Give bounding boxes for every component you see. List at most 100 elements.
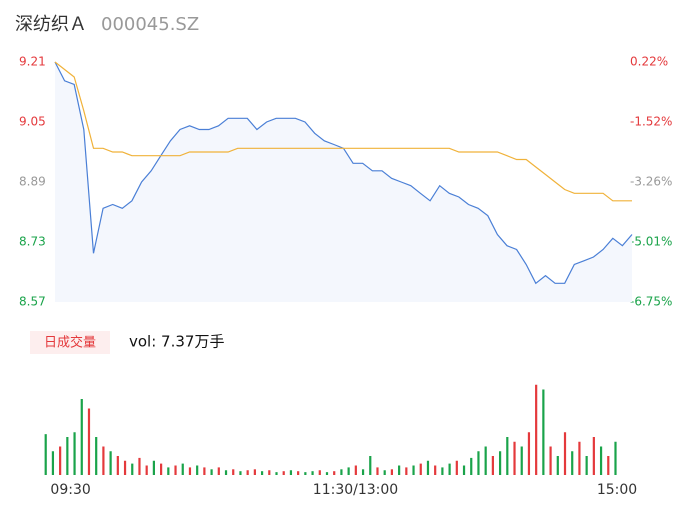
volume-bar bbox=[484, 446, 487, 475]
volume-bar bbox=[325, 472, 329, 475]
volume-bar bbox=[116, 456, 119, 475]
volume-bar bbox=[253, 469, 256, 475]
volume-bar bbox=[102, 446, 105, 475]
volume-bar bbox=[556, 456, 559, 475]
y-tick-label: 9.05 bbox=[19, 115, 46, 129]
volume-bar bbox=[513, 441, 516, 475]
y2-tick-label: -3.26% bbox=[630, 174, 672, 188]
volume-bar bbox=[203, 467, 206, 475]
volume-bar bbox=[542, 389, 545, 475]
volume-bar bbox=[138, 457, 141, 475]
price-area bbox=[55, 62, 632, 302]
volume-bar bbox=[51, 451, 55, 475]
x-tick-label: 15:00 bbox=[597, 482, 637, 498]
stock-name: 深纺织Ａ bbox=[15, 14, 87, 35]
volume-bar bbox=[455, 460, 458, 475]
volume-bar bbox=[599, 446, 603, 475]
label-box bbox=[30, 331, 110, 354]
y-tick-label: 9.21 bbox=[19, 55, 46, 69]
volume-bar bbox=[44, 434, 47, 475]
volume-bar bbox=[398, 465, 401, 475]
y2-tick-label: -6.75% bbox=[630, 295, 672, 309]
volume-bar bbox=[520, 446, 523, 475]
volume-bar bbox=[123, 460, 127, 475]
volume-bar bbox=[585, 456, 588, 475]
volume-bar bbox=[268, 470, 271, 475]
line bbox=[54, 61, 632, 202]
volume-label: 日成交量 bbox=[44, 335, 96, 351]
volume-bar bbox=[152, 460, 155, 475]
volume-bar bbox=[181, 463, 184, 475]
volume-bar bbox=[614, 441, 617, 475]
volume-bar bbox=[412, 465, 415, 475]
y-tick-label: 8.89 bbox=[19, 175, 46, 189]
volume-bar bbox=[275, 472, 278, 475]
volume-bar bbox=[434, 465, 437, 475]
stock-code: 000045.SZ bbox=[101, 14, 199, 35]
volume-bar bbox=[383, 470, 386, 475]
y2-tick-label: 0.22% bbox=[630, 55, 668, 69]
volume-bar bbox=[340, 469, 343, 475]
volume-bar bbox=[232, 469, 235, 475]
volume-bar bbox=[80, 399, 83, 475]
volume-bar bbox=[311, 471, 314, 475]
volume-bar bbox=[282, 471, 285, 475]
volume-bar bbox=[239, 471, 242, 475]
volume-bar bbox=[188, 467, 192, 475]
x-tick-label: 11:30/13:00 bbox=[313, 482, 398, 498]
volume-bar bbox=[217, 467, 220, 475]
volume-bar bbox=[224, 470, 228, 475]
volume-bar bbox=[390, 469, 394, 475]
volume-bar bbox=[470, 457, 473, 475]
volume-bar bbox=[318, 470, 321, 475]
y-tick-label: 8.57 bbox=[19, 295, 46, 309]
volume-bar bbox=[361, 469, 365, 475]
y-tick-label: 8.73 bbox=[19, 235, 46, 249]
volume-bar bbox=[59, 446, 62, 475]
volume-bar bbox=[426, 460, 430, 475]
volume-bar bbox=[95, 437, 98, 475]
volume-bar bbox=[592, 437, 595, 475]
volume-bar bbox=[419, 463, 422, 475]
volume-bar bbox=[196, 465, 199, 475]
volume-bar bbox=[297, 471, 300, 475]
volume-bar bbox=[462, 465, 466, 475]
volume-bar bbox=[304, 472, 307, 475]
volume-bar bbox=[289, 470, 293, 475]
volume-bar bbox=[498, 451, 502, 475]
volume-bar bbox=[131, 463, 134, 475]
volume-bar bbox=[160, 463, 163, 475]
volume-bar bbox=[260, 471, 264, 475]
volume-bar bbox=[527, 432, 531, 475]
volume-bar bbox=[73, 432, 76, 475]
volume-bar bbox=[448, 463, 451, 475]
volume-bar bbox=[549, 446, 552, 475]
volume-bar bbox=[109, 451, 112, 475]
volume-bar bbox=[174, 465, 177, 475]
x-tick-label: 09:30 bbox=[50, 482, 90, 498]
volume-bar bbox=[506, 437, 509, 475]
volume-bar bbox=[87, 408, 91, 475]
volume-bar bbox=[578, 441, 581, 475]
volume-bar bbox=[607, 456, 610, 475]
volume-bar bbox=[369, 456, 372, 475]
volume-bar bbox=[405, 467, 408, 475]
volume-bar bbox=[376, 467, 379, 475]
volume-bar bbox=[333, 471, 336, 475]
volume-bar bbox=[535, 384, 538, 475]
volume-bar bbox=[441, 467, 444, 475]
volume-bar bbox=[354, 465, 357, 475]
volume-bar bbox=[571, 451, 574, 475]
volume-total: vol: 7.37万手 bbox=[129, 333, 224, 351]
volume-bar bbox=[145, 465, 148, 475]
volume-bar bbox=[210, 469, 213, 475]
volume-bar bbox=[246, 470, 249, 475]
y2-tick-label: -1.52% bbox=[630, 114, 672, 128]
volume-bar bbox=[167, 467, 170, 475]
volume-bar bbox=[491, 456, 494, 475]
volume-bar bbox=[347, 467, 350, 475]
volume-bar bbox=[66, 437, 69, 475]
y2-tick-label: -5.01% bbox=[630, 235, 672, 249]
volume-bar bbox=[563, 432, 567, 475]
